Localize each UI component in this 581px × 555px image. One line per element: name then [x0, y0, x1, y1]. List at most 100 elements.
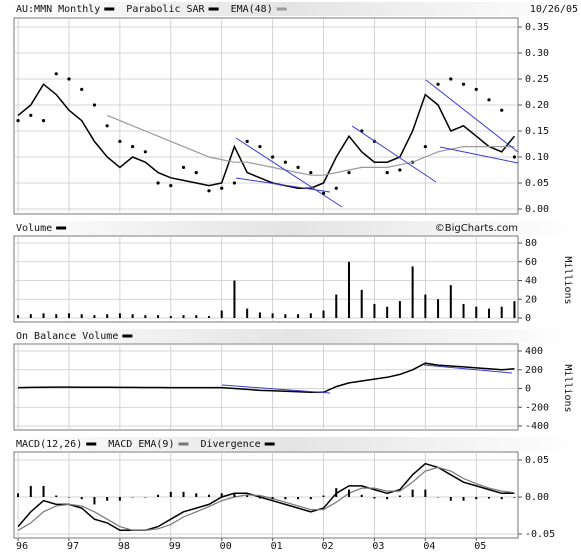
y-tick-label: -0.05 [525, 529, 555, 540]
bar [386, 497, 389, 500]
bar [80, 314, 83, 318]
panel-header [0, 329, 581, 343]
y-tick-label: 200 [525, 365, 543, 376]
sar-dot [271, 155, 275, 159]
bar [398, 301, 401, 318]
bar [513, 497, 516, 498]
bar [195, 493, 198, 497]
bar [157, 315, 160, 318]
sar-dot [474, 87, 478, 91]
bar [131, 314, 134, 318]
bar [144, 497, 147, 498]
bar [335, 294, 338, 318]
credit: ©BigCharts.com [435, 223, 518, 234]
bar [449, 497, 452, 501]
sar-dot [500, 108, 504, 112]
bar [398, 495, 401, 497]
legend-label: MACD(12,26) [16, 439, 82, 450]
sar-dot [398, 168, 402, 172]
sar-dot [309, 171, 313, 175]
sar-dot [487, 98, 491, 102]
bar [169, 491, 172, 497]
y-tick-label: 0.35 [525, 22, 549, 33]
y-tick-label: 0.25 [525, 74, 549, 85]
sar-dot [296, 165, 300, 169]
sar-dot [169, 184, 173, 188]
legend-label: Volume [16, 223, 52, 234]
legend-label: Divergence [200, 439, 260, 450]
sar-dot [80, 87, 84, 91]
series-line [18, 362, 515, 394]
bar [449, 285, 452, 318]
bar [207, 494, 210, 497]
bar [67, 313, 70, 318]
bar [246, 495, 249, 497]
series-line [106, 114, 515, 176]
sar-dot [385, 171, 389, 175]
sar-dot [181, 165, 186, 169]
sar-dot [29, 113, 33, 117]
bar [271, 497, 274, 500]
trend-line [351, 125, 437, 183]
bar [462, 497, 465, 501]
bar [284, 497, 287, 500]
sar-dot [16, 119, 20, 123]
series-line [17, 466, 515, 531]
y-tick-label: 0.00 [525, 204, 549, 215]
x-tick-label: 04 [423, 541, 435, 552]
panel-header [0, 437, 581, 451]
sar-dot [41, 119, 46, 123]
panel-frame [13, 235, 519, 323]
sar-dot [347, 171, 351, 175]
x-tick-label: 00 [220, 541, 232, 552]
legend-label: MACD EMA(9) [108, 439, 174, 450]
sar-dot [512, 155, 517, 159]
y-axis-label: Millions [562, 256, 573, 304]
bar [207, 316, 210, 318]
panel-header [0, 2, 581, 16]
y-tick-label: 80 [525, 238, 537, 249]
legend-label: EMA(48) [231, 4, 273, 15]
bar [386, 306, 389, 318]
bar [42, 313, 45, 318]
legend-label: AU:MMN Monthly [16, 4, 100, 15]
y-tick-label: 60 [525, 257, 537, 268]
y-tick-label: 400 [525, 346, 543, 357]
trend-line [425, 79, 519, 153]
sar-dot [449, 77, 453, 81]
bar [29, 314, 32, 318]
bar [169, 316, 172, 318]
bar [93, 497, 96, 505]
y-tick-label: 0.05 [525, 178, 549, 189]
trend-line [235, 177, 331, 193]
bar [182, 491, 185, 497]
y-tick-label: 0.00 [525, 492, 549, 503]
bar [195, 315, 198, 318]
bar [373, 303, 376, 318]
sar-dot [156, 181, 160, 185]
x-tick-label: 99 [169, 541, 181, 552]
y-tick-label: 0.15 [525, 126, 549, 137]
x-tick-label: 01 [271, 541, 283, 552]
sar-dot [92, 103, 97, 107]
legend-label: Parabolic SAR [126, 4, 205, 15]
bar [131, 497, 134, 498]
bar [487, 497, 490, 499]
y-tick-label: 0.20 [525, 100, 549, 111]
bar [106, 314, 109, 318]
bar [220, 310, 223, 318]
bar [297, 497, 300, 500]
bar [411, 489, 414, 497]
sar-dot [220, 186, 224, 190]
bar [322, 310, 325, 318]
bar [309, 497, 312, 500]
y-tick-label: 0.05 [525, 455, 549, 466]
panel-frame [13, 343, 519, 431]
bar [437, 299, 440, 318]
bar [220, 493, 223, 497]
bar [309, 313, 312, 318]
bar [29, 485, 32, 497]
